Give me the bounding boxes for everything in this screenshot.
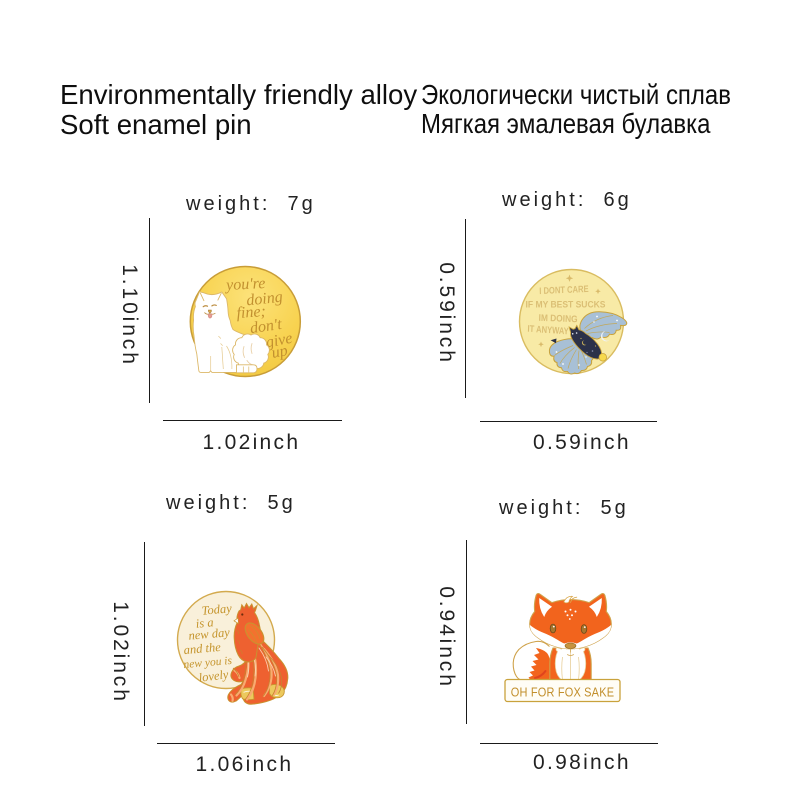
svg-text:IM DOING: IM DOING [538, 312, 577, 324]
svg-text:up: up [270, 342, 289, 362]
svg-text:IT ANYWAY: IT ANYWAY [527, 323, 569, 337]
svg-text:IF MY BEST SUCKS: IF MY BEST SUCKS [526, 299, 606, 310]
svg-text:Today: Today [201, 601, 233, 618]
svg-text:new you is: new you is [183, 655, 233, 671]
svg-text:OH FOR FOX SAKE: OH FOR FOX SAKE [511, 686, 614, 700]
svg-text:doing: doing [246, 289, 284, 310]
svg-text:I DONT CARE: I DONT CARE [539, 283, 589, 296]
svg-text:is a: is a [195, 615, 214, 630]
svg-text:fine;: fine; [236, 303, 266, 322]
svg-text:and the: and the [183, 640, 222, 657]
svg-text:you're: you're [224, 275, 266, 294]
svg-text:new day: new day [188, 625, 231, 643]
svg-text:lovely: lovely [198, 667, 230, 685]
svg-text:don't: don't [249, 316, 283, 337]
svg-text:give: give [264, 330, 293, 352]
